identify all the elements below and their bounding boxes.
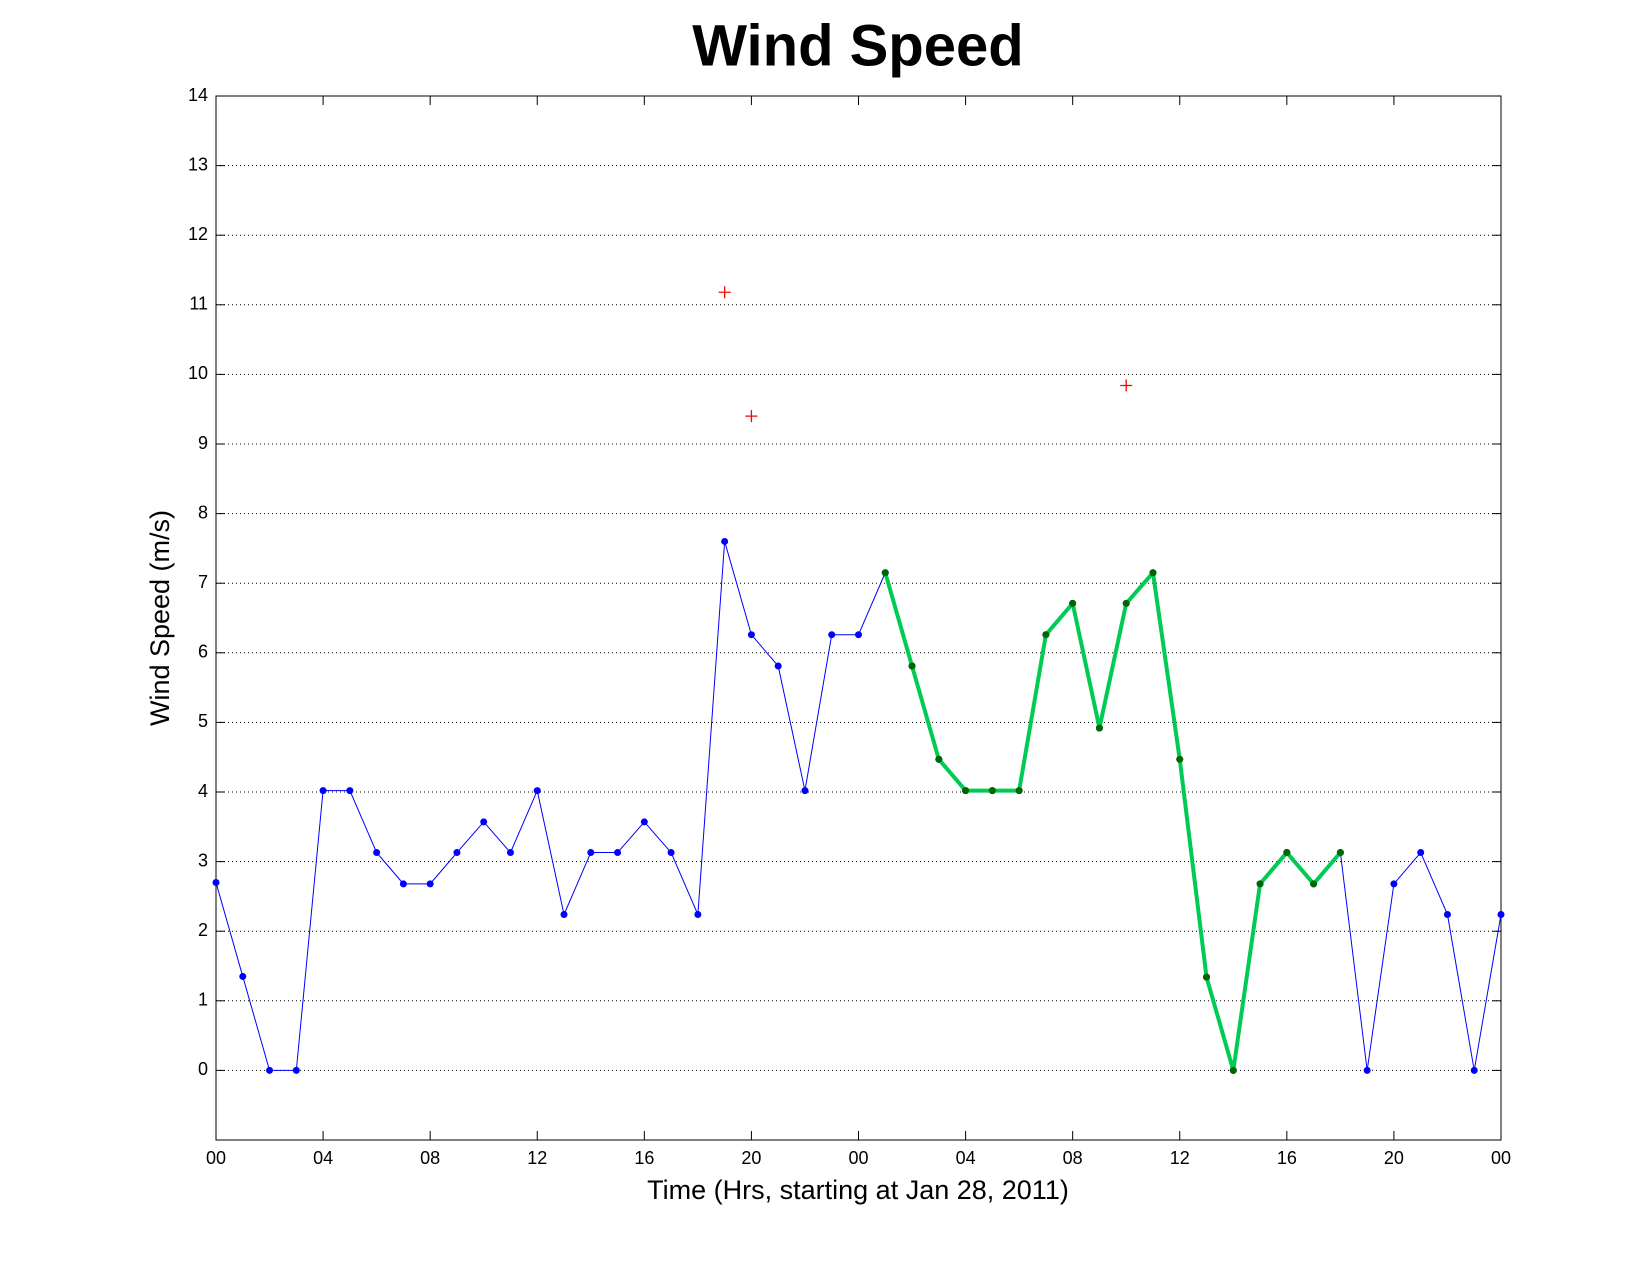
y-tick-label: 0 xyxy=(198,1059,208,1079)
x-axis-label: Time (Hrs, starting at Jan 28, 2011) xyxy=(647,1175,1069,1205)
y-tick-label: 6 xyxy=(198,642,208,662)
data-point xyxy=(533,787,541,795)
data-point xyxy=(292,1066,300,1074)
data-point xyxy=(1470,1066,1478,1074)
y-axis-label: Wind Speed (m/s) xyxy=(145,510,175,726)
data-point xyxy=(1149,569,1157,577)
x-tick-label: 12 xyxy=(1170,1148,1190,1168)
data-point xyxy=(346,787,354,795)
data-point xyxy=(801,787,809,795)
data-point xyxy=(1363,1066,1371,1074)
x-tick-label: 00 xyxy=(206,1148,226,1168)
data-point xyxy=(560,910,568,918)
y-tick-label: 8 xyxy=(198,502,208,522)
data-point xyxy=(480,818,488,826)
data-point xyxy=(319,787,327,795)
data-point xyxy=(1122,599,1130,607)
data-point xyxy=(426,880,434,888)
x-tick-label: 08 xyxy=(420,1148,440,1168)
data-point xyxy=(1015,787,1023,795)
y-tick-label: 9 xyxy=(198,433,208,453)
data-point xyxy=(1443,910,1451,918)
x-tick-label: 16 xyxy=(1277,1148,1297,1168)
data-point xyxy=(1417,849,1425,857)
x-tick-label: 20 xyxy=(741,1148,761,1168)
data-point xyxy=(667,849,675,857)
data-point xyxy=(1256,880,1264,888)
data-point xyxy=(855,631,862,639)
data-point xyxy=(373,849,381,857)
data-point xyxy=(1095,724,1103,732)
y-tick-label: 4 xyxy=(198,781,208,801)
x-tick-label: 12 xyxy=(527,1148,547,1168)
x-tick-label: 20 xyxy=(1384,1148,1404,1168)
data-point xyxy=(881,569,889,577)
data-point xyxy=(1120,379,1133,392)
data-point xyxy=(935,755,943,763)
data-point xyxy=(1390,880,1398,888)
data-point xyxy=(1176,755,1184,763)
data-point xyxy=(1042,631,1050,639)
y-tick-label: 12 xyxy=(188,224,208,244)
data-point xyxy=(1336,849,1344,857)
y-tick-label: 7 xyxy=(198,572,208,592)
y-tick-label: 10 xyxy=(188,363,208,383)
data-point xyxy=(718,286,731,299)
data-point xyxy=(745,410,758,423)
data-point xyxy=(640,818,648,826)
data-point xyxy=(1069,599,1077,607)
y-tick-label: 1 xyxy=(198,990,208,1010)
data-point xyxy=(1283,849,1291,857)
x-tick-label: 04 xyxy=(313,1148,333,1168)
data-point xyxy=(399,880,407,888)
y-tick-label: 3 xyxy=(198,850,208,870)
y-tick-label: 14 xyxy=(188,85,208,105)
data-point xyxy=(266,1066,274,1074)
y-tick-label: 11 xyxy=(189,294,208,314)
data-point xyxy=(988,787,996,795)
data-point xyxy=(747,631,755,639)
data-point xyxy=(1229,1066,1237,1074)
x-tick-label: 00 xyxy=(848,1148,868,1168)
data-point xyxy=(962,787,970,795)
data-point xyxy=(774,662,782,670)
data-point xyxy=(1310,880,1318,888)
data-point xyxy=(453,849,461,857)
x-tick-label: 04 xyxy=(956,1148,976,1168)
data-point xyxy=(614,849,622,857)
series-line xyxy=(215,540,1502,1071)
data-point xyxy=(587,849,595,857)
data-point xyxy=(721,537,729,545)
x-tick-label: 00 xyxy=(1491,1148,1511,1168)
x-tick-label: 08 xyxy=(1063,1148,1083,1168)
data-point xyxy=(1497,910,1505,918)
x-tick-label: 16 xyxy=(634,1148,654,1168)
data-point xyxy=(908,662,916,670)
plot-frame xyxy=(215,95,1502,1141)
data-point xyxy=(212,878,220,886)
y-tick-label: 2 xyxy=(198,920,208,940)
data-point xyxy=(828,631,836,639)
chart-title: Wind Speed xyxy=(692,13,1023,78)
y-tick-label: 13 xyxy=(188,154,208,174)
series-line xyxy=(883,570,1342,1073)
data-point xyxy=(1203,973,1211,981)
data-point xyxy=(239,972,247,980)
y-tick-label: 5 xyxy=(198,711,208,731)
data-point xyxy=(506,849,514,857)
data-point xyxy=(694,910,702,918)
